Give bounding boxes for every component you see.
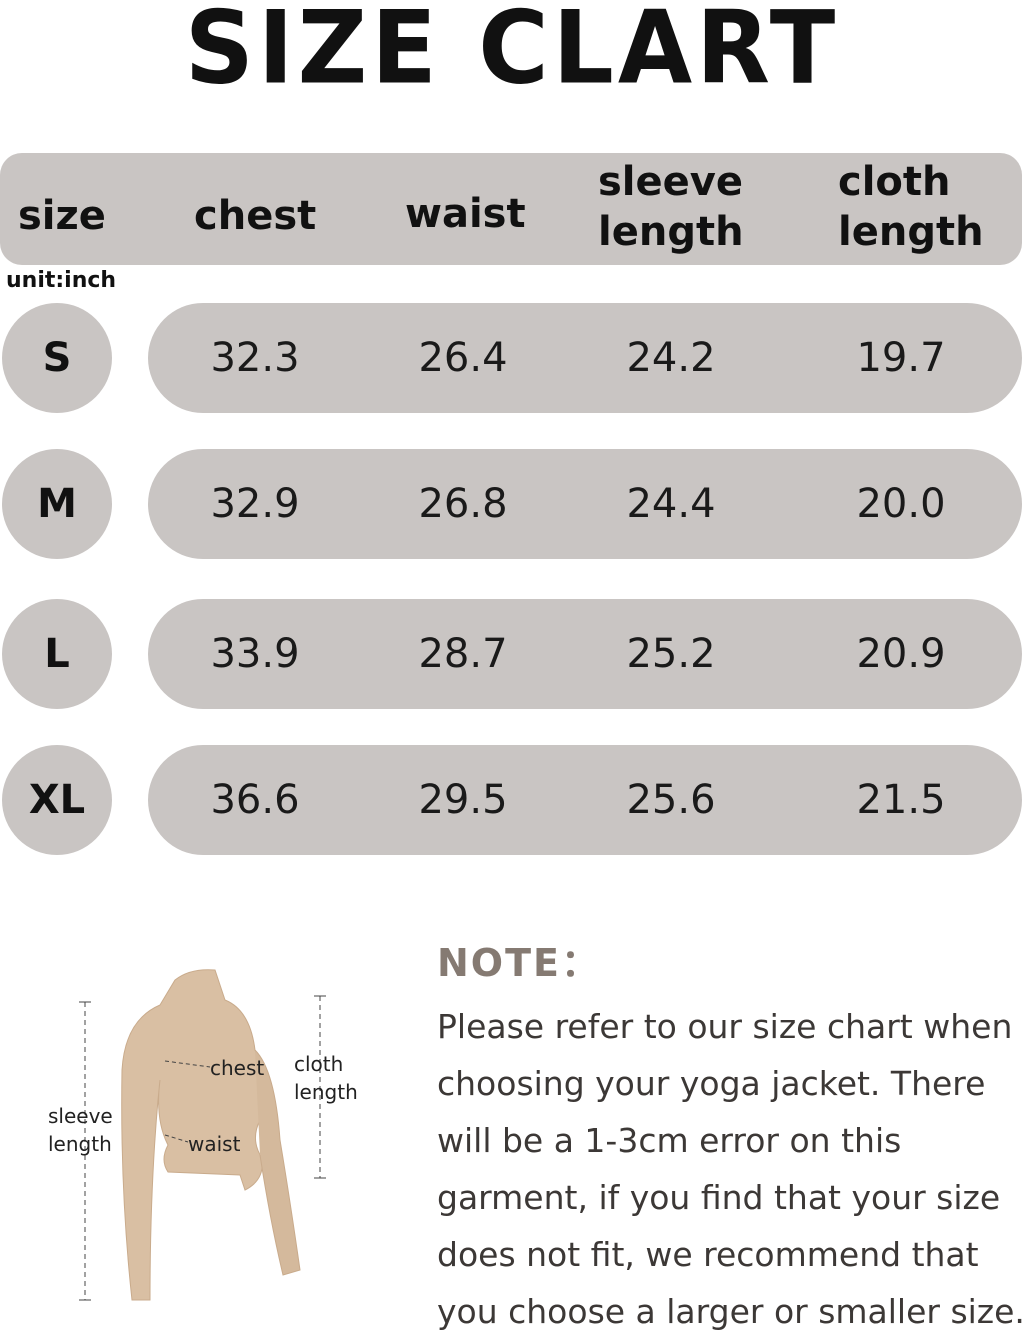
page-title: SIZE CLART [184,0,840,107]
cell-cloth: 19.7 [856,335,946,381]
cell-sleeve: 25.2 [626,631,716,677]
jacket-diagram: chest waist sleeve length cloth length [0,940,420,1331]
size-badge: XL [2,745,112,855]
cell-waist: 28.7 [418,631,508,677]
cell-sleeve: 25.6 [626,777,716,823]
cell-cloth: 20.9 [856,631,946,677]
size-badge: S [2,303,112,413]
cell-sleeve: 24.4 [626,481,716,527]
cell-waist: 26.8 [418,481,508,527]
size-badge: M [2,449,112,559]
table-row: 32.3 26.4 24.2 19.7 [148,303,1022,413]
cell-chest: 32.3 [210,335,300,381]
diagram-cloth-label: cloth length [294,1052,358,1104]
unit-label: unit:inch [6,268,117,293]
cell-sleeve: 24.2 [626,335,716,381]
header-cloth-length: cloth length [838,159,984,255]
table-row: 36.6 29.5 25.6 21.5 [148,745,1022,855]
diagram-chest-label: chest [210,1056,265,1080]
header-waist: waist [405,191,526,237]
cell-cloth: 20.0 [856,481,946,527]
cell-waist: 26.4 [418,335,508,381]
note-text: Please refer to our size chart when choo… [437,1007,1024,1331]
cell-cloth: 21.5 [856,777,946,823]
cell-waist: 29.5 [418,777,508,823]
note-title: NOTE： [437,941,601,985]
cell-chest: 36.6 [210,777,300,823]
cell-chest: 33.9 [210,631,300,677]
table-row: 32.9 26.8 24.4 20.0 [148,449,1022,559]
table-header: size chest waist sleeve length cloth len… [0,153,1022,265]
header-sleeve-length: sleeve length [598,159,744,255]
table-row: 33.9 28.7 25.2 20.9 [148,599,1022,709]
size-badge: L [2,599,112,709]
diagram-waist-label: waist [188,1132,241,1156]
jacket-image [79,969,326,1301]
cell-chest: 32.9 [210,481,300,527]
diagram-sleeve-label: sleeve length [48,1104,113,1156]
header-size: size [18,193,106,239]
header-chest: chest [194,193,317,239]
